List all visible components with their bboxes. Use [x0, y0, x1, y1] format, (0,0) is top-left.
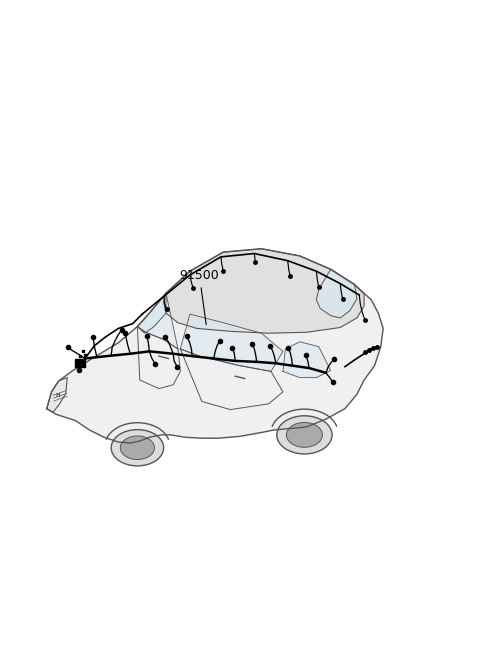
Text: 91500: 91500: [180, 269, 219, 325]
Ellipse shape: [120, 436, 155, 460]
Ellipse shape: [287, 422, 323, 447]
Polygon shape: [180, 314, 283, 371]
Polygon shape: [137, 293, 166, 333]
Polygon shape: [316, 269, 357, 318]
Polygon shape: [47, 378, 67, 413]
Polygon shape: [75, 358, 85, 367]
Ellipse shape: [111, 430, 164, 466]
Polygon shape: [164, 249, 364, 333]
Text: H: H: [55, 393, 60, 398]
Polygon shape: [47, 249, 383, 443]
Ellipse shape: [277, 416, 332, 454]
Polygon shape: [137, 293, 178, 349]
Polygon shape: [283, 342, 331, 378]
